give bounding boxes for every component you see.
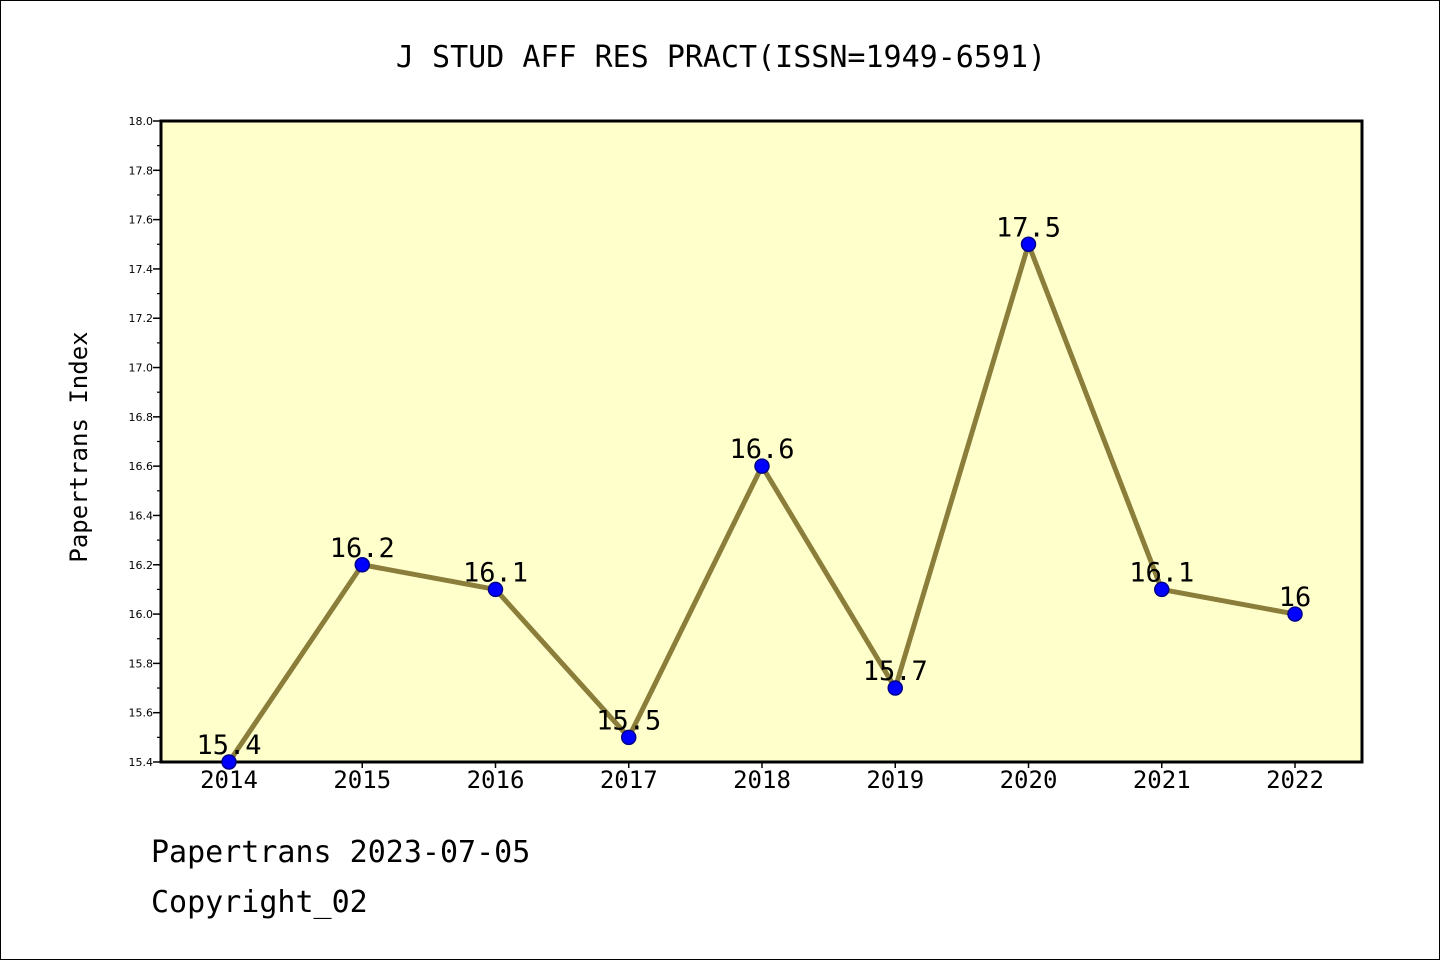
data-point-marker xyxy=(487,581,504,598)
x-tick-label: 2019 xyxy=(866,766,924,794)
y-tick-label: 16.4 xyxy=(129,509,154,522)
y-tick-label: 16.6 xyxy=(129,460,154,473)
x-tick-label: 2022 xyxy=(1266,766,1324,794)
x-tick-label: 2016 xyxy=(467,766,525,794)
y-tick-label: 17.2 xyxy=(129,312,154,325)
y-axis-label: Papertrans Index xyxy=(65,331,93,562)
data-point-label: 16.6 xyxy=(729,434,794,465)
y-tick-label: 17.6 xyxy=(129,214,154,227)
data-point-marker xyxy=(887,680,903,696)
data-point-marker xyxy=(621,729,637,746)
x-tick-label: 2021 xyxy=(1133,766,1191,794)
data-labels-group: 15.4 16.2 16.1 15.5 16.6 15.7 17.5 16.1 16 xyxy=(196,212,1311,761)
data-point-label: 16.2 xyxy=(330,533,395,564)
footer-date: Papertrans 2023-07-05 xyxy=(151,835,531,870)
footer-copyright: Copyright_02 xyxy=(151,885,368,920)
y-tick-label: 15.4 xyxy=(129,756,154,769)
data-point-label: 16 xyxy=(1279,582,1312,613)
y-tick-label: 15.8 xyxy=(129,657,154,670)
data-point-marker xyxy=(354,557,370,573)
y-tick-label: 17.8 xyxy=(129,164,154,177)
x-tick-label: 2018 xyxy=(733,766,791,794)
data-point-marker xyxy=(1020,236,1037,253)
data-point-label: 17.5 xyxy=(996,212,1061,243)
x-axis-ticks: 2014 2015 2016 2017 2018 2019 2020 2021 2022 xyxy=(200,762,1324,794)
data-point-label: 16.1 xyxy=(463,557,528,588)
data-point-marker xyxy=(1154,581,1170,598)
y-tick-label: 17.4 xyxy=(129,263,154,276)
y-tick-label: 17.0 xyxy=(129,362,154,375)
x-tick-label: 2014 xyxy=(200,766,258,794)
y-tick-label: 16.8 xyxy=(129,411,154,424)
y-tick-label: 18.0 xyxy=(129,115,154,128)
data-point-marker xyxy=(1287,606,1303,622)
plot-area xyxy=(159,119,1364,764)
y-tick-label: 16.0 xyxy=(129,608,154,621)
data-point-label: 15.4 xyxy=(196,730,261,761)
x-tick-label: 2015 xyxy=(333,766,391,794)
data-markers xyxy=(221,236,1303,770)
chart-title: J STUD AFF RES PRACT(ISSN=1949-6591) xyxy=(396,40,1046,75)
data-point-label: 15.7 xyxy=(863,656,928,687)
data-point-label: 16.1 xyxy=(1129,557,1194,588)
y-axis-ticks: 15.4 15.6 15.8 16.0 16.2 16.4 16.6 16.8 17.0 17.2… xyxy=(129,115,161,769)
data-point-marker xyxy=(221,754,237,770)
data-point-label: 15.5 xyxy=(596,705,661,736)
x-tick-label: 2017 xyxy=(600,766,658,794)
y-tick-label: 15.6 xyxy=(129,707,154,720)
x-tick-label: 2020 xyxy=(1000,766,1058,794)
y-tick-label: 16.2 xyxy=(129,559,154,572)
data-point-marker xyxy=(754,458,770,474)
